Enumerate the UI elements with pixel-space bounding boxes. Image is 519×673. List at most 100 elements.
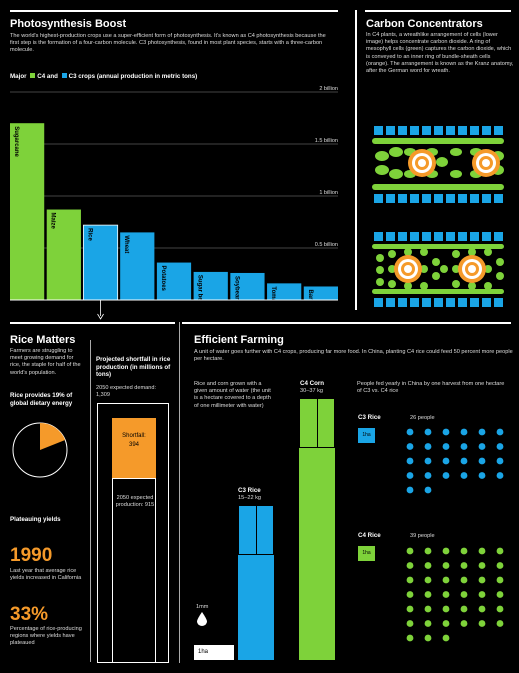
person-dot xyxy=(478,605,486,613)
person-dot xyxy=(496,562,504,569)
year-stat: 1990 xyxy=(10,545,53,566)
person-dot xyxy=(460,576,468,584)
energy-label: Rice provides 19% of global dietary ener… xyxy=(10,392,73,407)
mm-label: 1mm xyxy=(196,604,209,610)
person-dot xyxy=(406,576,414,584)
c3-hectare-box: 1ha xyxy=(358,428,375,443)
person-dot xyxy=(460,457,468,465)
person-dot xyxy=(424,576,432,584)
crop-production-chart: 0.5 billion 1 billion 1.5 billion 2 billion… xyxy=(10,86,338,320)
shortfall-label: Shortfall: xyxy=(122,433,146,439)
demand-label: 2050 expected demand: 1,309 xyxy=(96,385,157,399)
person-dot xyxy=(424,547,432,555)
person-dot xyxy=(496,472,504,479)
person-dot xyxy=(424,443,432,450)
c3-people-count: 26 people xyxy=(410,415,435,421)
person-dot xyxy=(406,562,414,569)
person-dot xyxy=(460,605,468,613)
person-dot xyxy=(442,634,450,642)
dietary-energy-pie xyxy=(12,422,68,478)
boost-intro: The world's highest-production crops use… xyxy=(10,33,326,54)
bar xyxy=(230,272,265,300)
shortfall-title: Projected shortfall in rice production (… xyxy=(96,356,171,379)
person-dot xyxy=(406,443,414,450)
bar xyxy=(83,224,119,301)
person-dot xyxy=(406,486,414,494)
y-tick-label: 0.5 billion xyxy=(315,242,338,248)
person-dot xyxy=(442,547,450,555)
c4-corn-range: 30–37 kg xyxy=(300,388,324,394)
section-rule xyxy=(182,322,511,324)
c4-people-count: 39 people xyxy=(410,533,435,539)
person-dot xyxy=(478,576,486,584)
bar xyxy=(120,232,155,300)
section-rule xyxy=(10,10,338,12)
bar-label: Rice xyxy=(86,228,92,241)
plateau-label: Plateauing yields xyxy=(10,516,61,523)
person-dot xyxy=(478,443,486,450)
person-dot xyxy=(460,620,468,627)
bar-label: Barley xyxy=(307,289,313,308)
person-dot xyxy=(460,428,468,436)
pct-stat-text: Percentage of rice-producing regions whe… xyxy=(10,626,82,647)
chart-title-c4: C4 and xyxy=(37,73,58,80)
c4-people-dots xyxy=(406,547,504,642)
y-tick-label: 2 billion xyxy=(319,86,338,92)
bar-label: Tomatoes xyxy=(270,286,276,315)
person-dot xyxy=(478,472,486,479)
person-dot xyxy=(424,472,432,479)
person-dot xyxy=(406,428,414,436)
year-stat-text: Last year that average rice yields incre… xyxy=(10,568,82,582)
arrow-down-icon xyxy=(97,313,104,320)
person-dot xyxy=(442,576,450,584)
person-dot xyxy=(442,457,450,465)
production-label: 2050 expected production: 915 xyxy=(115,495,155,509)
shortfall-text: Shortfall: 394 xyxy=(112,432,156,450)
bar xyxy=(303,286,338,300)
person-dot xyxy=(406,472,414,479)
person-dot xyxy=(442,620,450,627)
person-dot xyxy=(442,443,450,450)
bar xyxy=(46,209,81,300)
c4-corn-label: C4 Corn xyxy=(300,380,325,387)
person-dot xyxy=(406,605,414,613)
rice-title: Rice Matters xyxy=(10,334,76,346)
c4-range-line xyxy=(317,398,318,448)
crop-chart-title: Major C4 and C3 crops (annual production… xyxy=(10,73,340,81)
bar-label: Sugarcane xyxy=(13,126,19,157)
c4-kranz-anatomy-illustration xyxy=(372,232,504,307)
c3-range-line xyxy=(256,505,257,555)
bar xyxy=(10,123,45,300)
vertical-rule xyxy=(90,340,91,662)
pie-slice-rice xyxy=(40,423,66,450)
person-dot xyxy=(496,620,504,627)
person-dot xyxy=(478,547,486,555)
person-dot xyxy=(442,591,450,598)
farming-intro: A unit of water goes further with C4 cro… xyxy=(194,349,513,363)
person-dot xyxy=(478,562,486,569)
bar-label: Potatoes xyxy=(160,266,166,292)
water-text: Rice and corn grown with a given amount … xyxy=(194,381,271,409)
y-tick-label: 1 billion xyxy=(319,190,338,196)
person-dot xyxy=(478,457,486,465)
c3-rice-people-label: C3 Rice xyxy=(358,414,381,421)
bar xyxy=(267,283,302,300)
pct-stat: 33% xyxy=(10,604,49,625)
person-dot xyxy=(478,620,486,627)
person-dot xyxy=(406,547,414,555)
shortfall-box: Shortfall: 394 xyxy=(112,418,156,478)
person-dot xyxy=(460,547,468,555)
section-rule xyxy=(365,10,511,12)
bar-label: Soybeans xyxy=(233,276,239,305)
person-dot xyxy=(424,634,432,642)
person-dot xyxy=(478,591,486,598)
bar-label: Sugar beets xyxy=(197,275,203,310)
person-dot xyxy=(442,562,450,569)
c4-swatch-icon xyxy=(30,73,36,78)
person-dot xyxy=(424,591,432,598)
hectare-box: 1ha xyxy=(194,645,234,660)
demand-box xyxy=(97,403,169,663)
person-dot xyxy=(496,547,504,555)
person-dot xyxy=(496,428,504,436)
person-dot xyxy=(424,605,432,613)
